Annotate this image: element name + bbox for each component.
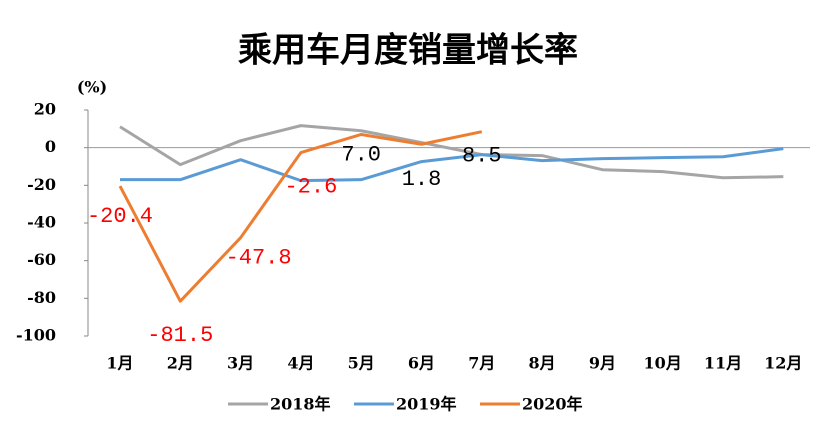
legend-label: 2020年 xyxy=(522,395,583,414)
chart-title: 乘用车月度销量增长率 xyxy=(238,31,578,71)
series-line xyxy=(120,147,784,183)
y-tick-label: 0 xyxy=(45,137,56,156)
x-tick-label: 2月 xyxy=(167,354,194,373)
value-label: -2.6 xyxy=(284,174,337,199)
x-tick-label: 4月 xyxy=(287,354,314,373)
value-label: -81.5 xyxy=(147,323,213,348)
x-tick-label: 5月 xyxy=(348,354,375,373)
y-tick-label: -100 xyxy=(16,326,56,345)
series-line xyxy=(118,130,483,303)
x-tick-label: 8月 xyxy=(529,354,556,373)
y-axis-label: (%) xyxy=(77,78,107,97)
legend-label: 2019年 xyxy=(396,395,457,414)
x-tick-label: 7月 xyxy=(468,354,495,373)
y-tick-label: -60 xyxy=(27,250,56,269)
x-tick-label: 3月 xyxy=(227,354,254,373)
legend-label: 2018年 xyxy=(270,395,331,414)
value-label: 1.8 xyxy=(402,167,442,192)
y-tick-label: -40 xyxy=(27,213,56,232)
value-label: 8.5 xyxy=(462,143,502,168)
x-tick-label: 12月 xyxy=(764,354,802,373)
y-tick-label: -20 xyxy=(27,175,56,194)
series-line xyxy=(119,124,784,180)
x-tick-label: 11月 xyxy=(704,354,742,373)
x-tick-label: 1月 xyxy=(106,354,133,373)
value-label: 7.0 xyxy=(341,142,381,167)
value-label: -20.4 xyxy=(87,204,153,229)
x-tick-label: 9月 xyxy=(589,354,616,373)
x-tick-label: 6月 xyxy=(408,354,435,373)
x-tick-label: 10月 xyxy=(644,354,682,373)
value-label: -47.8 xyxy=(226,246,292,271)
y-tick-label: -80 xyxy=(27,288,56,307)
y-tick-label: 20 xyxy=(34,100,56,119)
